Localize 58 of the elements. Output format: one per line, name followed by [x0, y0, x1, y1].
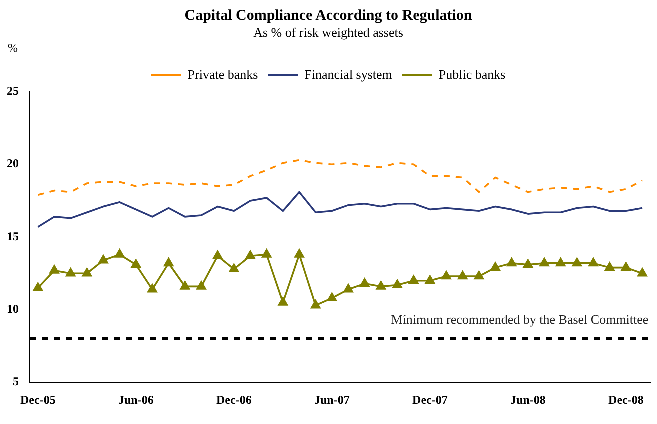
line-series — [37, 159, 644, 196]
y-axis-title: % — [8, 41, 18, 56]
point — [327, 292, 337, 302]
x-tick-label: Dec-06 — [216, 392, 252, 407]
y-tick-label: 20 — [7, 156, 19, 171]
point — [588, 258, 598, 267]
point — [115, 249, 125, 258]
y-tick-label: 25 — [7, 84, 19, 98]
point — [98, 255, 108, 264]
y-tick-label: 15 — [7, 229, 19, 244]
x-tick-label: Jun-06 — [118, 392, 154, 407]
point — [164, 258, 174, 267]
point — [278, 297, 288, 306]
point — [474, 271, 484, 280]
point — [311, 300, 321, 309]
point — [50, 265, 60, 274]
x-tick-label: Jun-08 — [510, 392, 546, 407]
point — [360, 278, 370, 287]
point — [246, 250, 256, 260]
x-tick-label: Jun-07 — [314, 392, 350, 407]
point — [540, 258, 550, 267]
x-tick-label: Dec-08 — [608, 392, 644, 407]
point — [376, 281, 386, 290]
point — [229, 264, 239, 272]
point — [605, 262, 615, 271]
x-tick-label: Dec-07 — [412, 392, 448, 407]
point — [82, 268, 92, 277]
y-tick-label: 5 — [13, 374, 19, 389]
point — [180, 281, 190, 290]
point — [344, 284, 354, 293]
point — [262, 249, 272, 258]
point — [213, 250, 223, 260]
legend-label: Public banks — [438, 66, 506, 82]
point — [148, 284, 158, 293]
point — [66, 268, 76, 277]
point — [425, 275, 435, 284]
y-tick-label: 10 — [7, 302, 19, 316]
ref-line-label: Mínimum recommended by the Basel Committee — [391, 312, 649, 327]
point — [294, 249, 304, 258]
point — [33, 282, 43, 292]
point — [131, 260, 141, 268]
point — [409, 275, 419, 284]
point — [490, 262, 500, 271]
point — [523, 260, 533, 268]
point — [556, 258, 566, 267]
point — [442, 271, 452, 280]
chart-title: Capital Compliance According to Regulation — [184, 8, 474, 25]
chart-subtitle: As % of risk weighted assets — [252, 25, 404, 41]
point — [621, 262, 631, 271]
point — [638, 268, 648, 277]
point — [572, 258, 582, 267]
legend-label: Private banks — [188, 66, 258, 82]
point — [392, 280, 402, 288]
point — [458, 271, 468, 280]
point — [196, 281, 206, 290]
point — [507, 258, 517, 267]
legend-label: Financial system — [304, 66, 392, 82]
x-tick-label: Dec-05 — [20, 392, 56, 407]
